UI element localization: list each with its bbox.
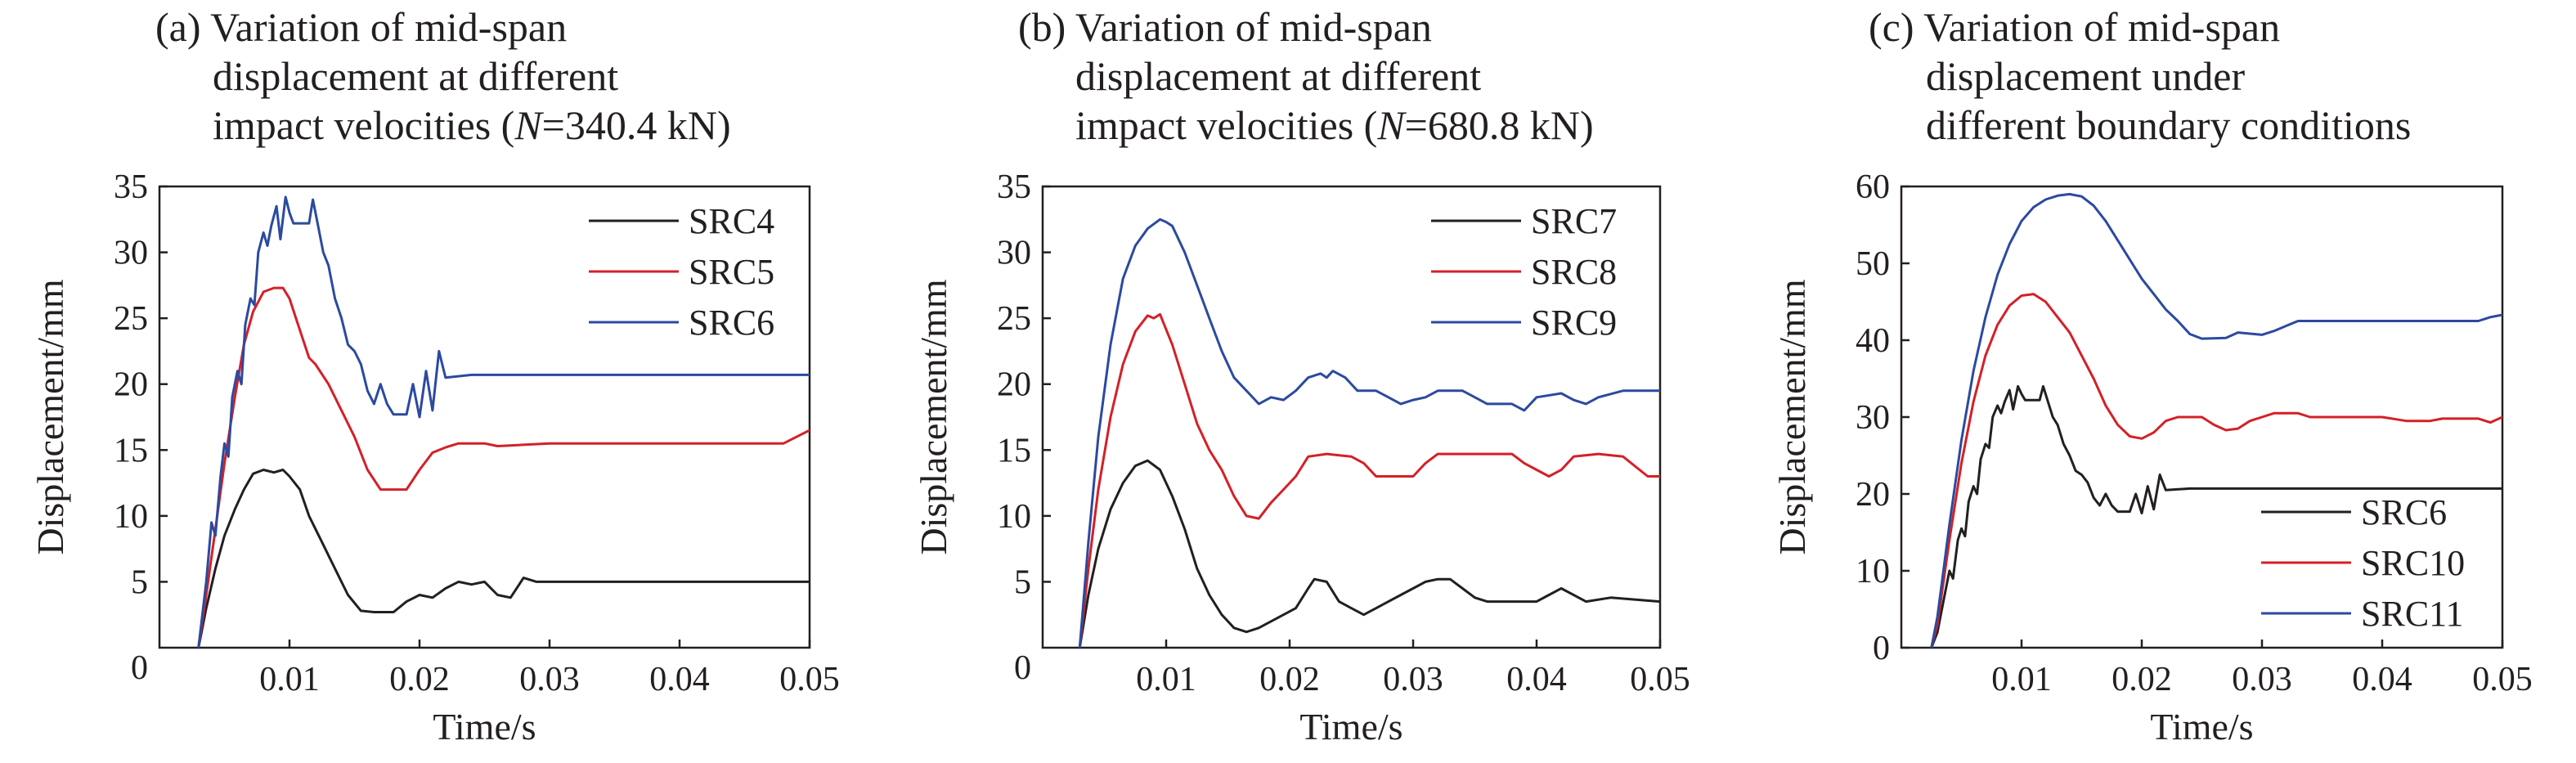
x-tick-label: 0.03 <box>2232 661 2292 698</box>
x-tick-label: 0.03 <box>1383 661 1443 698</box>
y-tick-label: 40 <box>1856 322 1890 360</box>
y-tick-label: 10 <box>114 498 148 536</box>
series-line-src6 <box>197 195 810 648</box>
x-tick-label: 0.05 <box>2472 661 2533 698</box>
chart-title-line-c-1: (c) Variation of mid-span <box>1869 4 2280 50</box>
series-line-src4 <box>197 469 810 648</box>
x-tick-label: 0.03 <box>519 661 580 698</box>
y-tick-label: 30 <box>1856 399 1890 437</box>
origin-tick-label: 0 <box>1014 649 1031 687</box>
x-axis-label: Time/s <box>1299 706 1402 747</box>
x-axis-label: Time/s <box>2150 706 2253 747</box>
x-tick-label: 0.01 <box>1991 661 2052 698</box>
chart-title-line-b-2: displacement at different <box>1075 53 1481 99</box>
chart-title-line-a-2: displacement at different <box>213 53 618 99</box>
x-tick-label: 0.01 <box>259 661 320 698</box>
chart-title-line-c-3: different boundary conditions <box>1926 102 2411 148</box>
legend-label-src5: SRC5 <box>689 252 774 292</box>
series-line-src9 <box>1078 218 1660 648</box>
legend-label-src6: SRC6 <box>2361 492 2447 532</box>
legend-label-src9: SRC9 <box>1531 303 1617 343</box>
x-tick-label: 0.05 <box>1630 661 1690 698</box>
legend-label-src6: SRC6 <box>689 303 774 343</box>
y-axis-label: Displacement/mm <box>29 279 71 554</box>
legend-label-src4: SRC4 <box>689 201 774 241</box>
y-axis-label: Displacement/mm <box>913 279 954 554</box>
y-tick-label: 15 <box>114 432 148 469</box>
y-tick-label: 5 <box>131 563 148 601</box>
y-tick-label: 25 <box>997 300 1031 338</box>
y-tick-label: 50 <box>1856 245 1890 283</box>
x-tick-label: 0.04 <box>649 661 710 698</box>
x-tick-label: 0.02 <box>2112 661 2172 698</box>
x-tick-label: 0.01 <box>1136 661 1196 698</box>
series-line-src7 <box>1078 459 1660 648</box>
y-tick-label: 20 <box>997 366 1031 404</box>
series-line-src8 <box>1078 312 1660 648</box>
y-tick-label: 20 <box>114 366 148 404</box>
y-tick-label: 35 <box>114 168 148 206</box>
y-tick-label: 25 <box>114 300 148 338</box>
y-tick-label: 5 <box>1014 563 1031 601</box>
series-line-src11 <box>1930 192 2502 648</box>
legend-label-src8: SRC8 <box>1531 252 1617 292</box>
y-tick-label: 30 <box>114 235 148 272</box>
chart-title-line-b-3: impact velocities (N=680.8 kN) <box>1075 102 1594 148</box>
chart-title-line-a-1: (a) Variation of mid-span <box>155 4 567 50</box>
y-tick-label: 10 <box>997 498 1031 536</box>
y-tick-label: 20 <box>1856 476 1890 514</box>
x-tick-label: 0.02 <box>389 661 450 698</box>
x-tick-label: 0.05 <box>779 661 840 698</box>
series-line-src10 <box>1930 293 2502 648</box>
chart-title-line-a-3: impact velocities (N=340.4 kN) <box>213 102 731 148</box>
chart-title-line-b-1: (b) Variation of mid-span <box>1018 4 1432 50</box>
legend-a: SRC4 SRC5 SRC6 <box>589 201 774 343</box>
legend-label-src7: SRC7 <box>1531 201 1617 241</box>
x-tick-label: 0.02 <box>1259 661 1320 698</box>
legend-c: SRC6 SRC10 SRC11 <box>2261 492 2465 634</box>
plot-frame-a <box>158 185 811 649</box>
x-axis-label: Time/s <box>433 706 536 747</box>
y-tick-label: 30 <box>997 235 1031 272</box>
y-axis-label: Displacement/mm <box>1771 279 1813 554</box>
chart-title-line-c-2: displacement under <box>1926 53 2245 99</box>
y-tick-label: 15 <box>997 432 1031 469</box>
y-tick-label: 60 <box>1856 168 1890 206</box>
legend-label-src10: SRC10 <box>2361 543 2465 583</box>
y-tick-label: 35 <box>997 168 1031 206</box>
legend-b: SRC7 SRC8 SRC9 <box>1431 201 1617 343</box>
legend-label-src11: SRC11 <box>2361 594 2464 634</box>
series-line-src6 <box>1930 384 2502 648</box>
x-tick-label: 0.04 <box>2352 661 2412 698</box>
plot-frame-b <box>1041 185 1662 649</box>
y-tick-label: 0 <box>1873 630 1890 667</box>
y-tick-label: 10 <box>1856 553 1890 590</box>
x-tick-label: 0.04 <box>1506 661 1567 698</box>
origin-tick-label: 0 <box>131 649 148 687</box>
